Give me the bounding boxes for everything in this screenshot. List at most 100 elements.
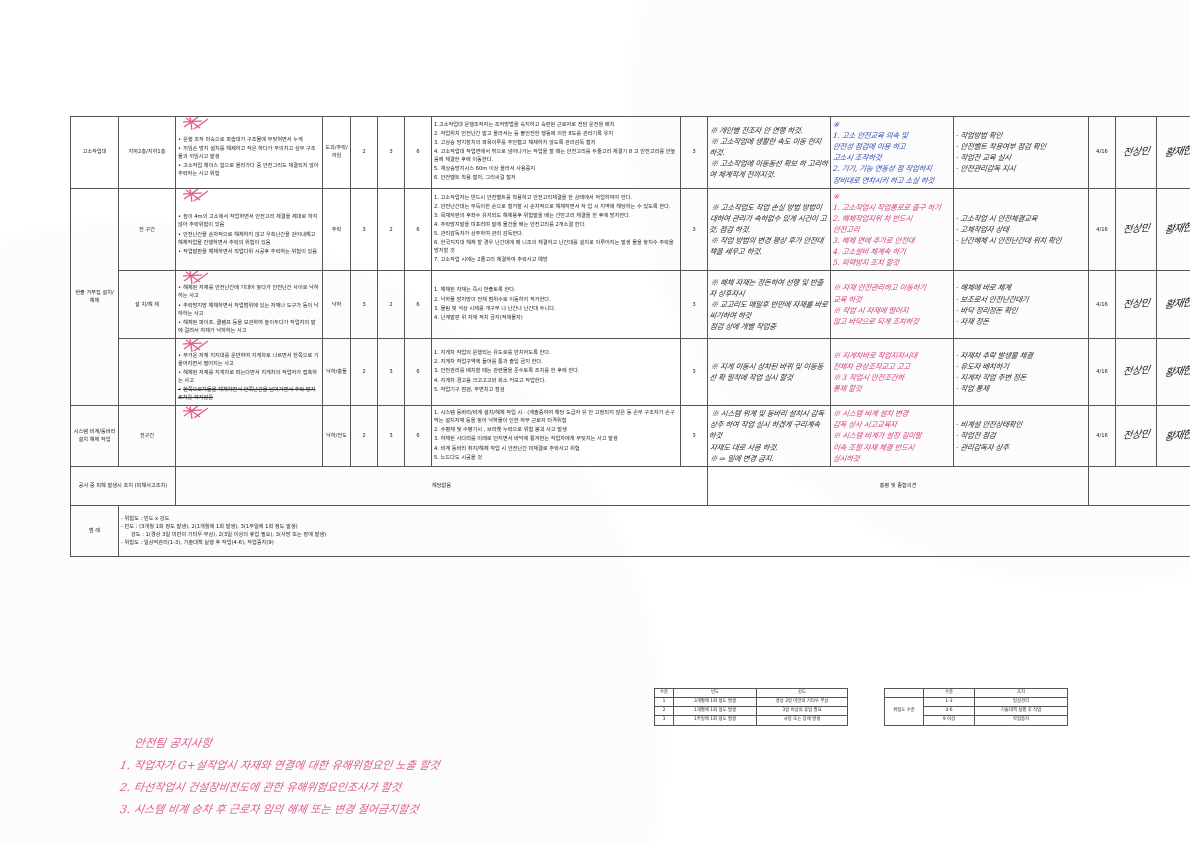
- cell-frequency: 3: [350, 270, 378, 339]
- signature-manager: 황재현: [1163, 144, 1190, 160]
- signature-worker: 전상민: [1122, 222, 1151, 236]
- cell-frequency: 3: [350, 187, 378, 272]
- measure-item: 7. 고소작업 시에는 2줄고리 체결하여 추락사고 예방: [434, 257, 548, 264]
- cell-handwriting-dark: · 해체에 바로 체계 · 보조로서 안전난간대기 · 바닥 정리정돈 확인 ·…: [953, 270, 1089, 339]
- bottom-handwritten-notes: 안전팀 공지사항 1. 작업자가 G+설작업시 자재와 연결에 대한 유해위험요…: [119, 736, 720, 826]
- handwriting-line: 않고 바닥으로 되게 조치하것: [832, 316, 920, 326]
- cell-intensity: 3: [377, 405, 405, 467]
- handwriting-line: 점검 상에 개별 작업중: [709, 322, 777, 332]
- measure-item: 2. 수평재 및 수평기시 , 브라켓 누락으로 위험 붕괴 사고 발생: [434, 427, 567, 434]
- handwriting-line: 4. 고소설비 체계속 하기: [832, 247, 907, 257]
- cell-handwriting-blue: ※ 1. 고소 안전교육 의속 및 안전성 점검에 이용 하고 고소시 조작하것…: [830, 116, 954, 189]
- cell-handwriting-pink: ※ 시스템 비계 설치 변경 감독 상사 시고교육자 ※ 시스템 비계가 설정 …: [830, 405, 954, 467]
- mini-cell: 1-3: [923, 697, 975, 708]
- mini-row: 1 3개월에 1회 정도 발생 경상 3일 미만의 기타우 부상: [654, 697, 848, 708]
- handwriting-line: · 작업전 교육 실시: [955, 153, 1012, 163]
- handwriting-line: 전체차 관상조작교고 고고: [832, 361, 911, 371]
- cell-handwriting-black: ※ 해체 자재는 정돈하여 선행 및 반출자 상후자시 ※ 교고리도 매일후 반…: [707, 270, 831, 339]
- cell-risk-after: 3: [680, 116, 708, 189]
- footer-notes: - 위험도 : 빈도 x 강도 - 빈도 : (3개월 1회 정도 발생), 2…: [118, 504, 1190, 557]
- cell-signature-worker: 전상민: [1115, 337, 1157, 407]
- pink-scribble-mark: [182, 405, 209, 420]
- handwriting-line: ※ ⇒ 일에 변경 금지.: [709, 453, 775, 463]
- handwriting-line: ※ 시스템 위계 및 동바리 설치시 감독 상주 하여 작업 실시 하겠게 구리…: [708, 409, 825, 441]
- footer-row-legend: 범 례 - 위험도 : 빈도 x 강도 - 빈도 : (3개월 1회 정도 발생…: [70, 504, 1190, 557]
- handwriting-line: ※ 해체 자재는 정돈하여 선행 및 반출자 상후자시: [708, 277, 824, 298]
- measure-item: 4. 난계발판 위 자재 적치 금지(적재물자): [434, 314, 523, 321]
- measure-item: 5. 관리감독자가 상주하여 관리 감독한다.: [434, 231, 524, 238]
- mini-row: 2 1개월에 1회 정도 발생 3일 이상의 휴업 필요: [654, 706, 848, 717]
- risk-corner-label: 위험도 수준: [884, 697, 924, 726]
- cell-risk: 6: [404, 270, 432, 339]
- handwriting-line: · 유도자 배치하기: [955, 361, 1010, 371]
- cell-risk-after: 3: [680, 337, 708, 407]
- handwriting-line: · 작업 통제: [955, 384, 990, 394]
- mini-cell: 사망 또는 장애 발생: [756, 715, 848, 726]
- cell-measures: 1. 시스템 동바리/비계 설치/해체 작업 시 · (계솔중하여 해당 도급자…: [431, 405, 681, 467]
- hazard-item: 해체된 파이프, 클램프 등을 보관하여 높이두다가 작업자의 발에 걸려서 자…: [178, 319, 320, 335]
- pink-scribble-mark: [182, 187, 209, 202]
- handwriting-line: 1. 고소 안전교육 의속 및: [832, 131, 909, 141]
- cell-handwriting-dark: · 자재차 추락 발생물 체결 · 유도자 배치하기 · 지게차 작업 주변 정…: [953, 337, 1089, 407]
- handwriting-line: 고소시 조작하것: [832, 153, 882, 163]
- cell-handwriting-dark: · 고소작업 시 안전체결교육 · 고체작업자 상태 · 난간해체 시 안전난간…: [953, 187, 1089, 272]
- cell-signature-worker: 전상민: [1115, 187, 1157, 272]
- cell-hazard-type: 낙하: [322, 270, 351, 339]
- signature-worker: 전상민: [1122, 297, 1151, 311]
- cell-handwriting-pink: ※ 1. 고소작업시 작업통로로 출구 하기 2. 해체작업지위 차 반드시 안…: [830, 187, 954, 272]
- handwriting-line: · 작업방법 확인: [955, 131, 1003, 141]
- handwriting-line: 2. 기기, 기능 연동성 점 작업하지: [832, 164, 933, 174]
- handwriting-line: 장비대로 연차시키 하고 소실 하것: [832, 175, 935, 185]
- handwriting-line: 5. 외력방지 조치 할것: [832, 258, 900, 268]
- hazard-item-struck: 한쪽으로자들을 해체하면서 안쪽난간을 넘어가면서 추락 방지 조치를 하지않음: [178, 386, 320, 402]
- legend-line: - 위험도 : 일상적관리(1-3), 기술대책 실행 후 작업(4-6), 작…: [121, 539, 274, 546]
- mini-header-intensity: 강도: [756, 687, 848, 699]
- footer-row-action: 공사 중 피해 발생시 조치 (피해사고조치) 해당없음 총평 및 종합의견: [70, 465, 1190, 506]
- mini-cell: 1개월에 1회 정도 발생: [673, 706, 757, 717]
- measure-item: 3. 하체된 사다리를 이래로 던지면서 바닥에 튕겨먼는 작업자에게 부딪치는…: [434, 436, 618, 443]
- cell-handwriting-pink: ※ 지게차바로 작업지자시대 전체차 관상조작교고 고고 ※ 3 작업시 안전조…: [830, 337, 954, 407]
- mini-header-level: 수준: [654, 687, 674, 699]
- measure-item: 4. 추락방지말을 미포러며 밑에 물건을 배는 안전고리를 2개소결 한다.: [434, 221, 586, 228]
- footer-risk-label: 총평 및 종합의견: [707, 465, 1089, 506]
- handwriting-line: 자재도 대로 사용 하것.: [709, 442, 779, 452]
- handwriting-line: 통제 할것: [832, 384, 863, 394]
- handwriting-line: ※ 개인별 전조자 안 연행 하것.: [709, 125, 804, 135]
- cell-measures: 1. 해체된 자재는 즉시 반출토록 한다. 2. 낙하물 방지망이 전체 범위…: [431, 270, 681, 339]
- handwriting-line: · 관리감독자 상주: [955, 442, 1010, 452]
- cell-hazard-type: 낙하/전도: [322, 405, 351, 467]
- measure-item: 4. 비계 동바리 취지/해체 작업 시 안전난간 미체결로 추락사고 위험: [434, 445, 580, 452]
- mini-cell: 경상 3일 미만의 기타우 부상: [756, 697, 848, 708]
- cell-measures: 1. 지게차 작업의 운행되는 유도로를 반치하도록 한다. 2. 지게차 작업…: [431, 337, 681, 407]
- measure-item: 5. 재상승방지시스 60m 이상 올라서 사용중지: [434, 166, 536, 173]
- measure-item: 4. 지게차 경고음 크고고고와 회소 커보고 작업한다.: [434, 377, 546, 384]
- handwriting-line: 교육 하것: [832, 294, 863, 304]
- handwriting-line: ※ 지게차바로 작업지자시대: [832, 350, 918, 360]
- cell-date: 4/16: [1088, 405, 1116, 467]
- measure-item: 3. 물림 및 석상 시재를 개구부 나 난간나 난간대 두니다.: [434, 305, 556, 312]
- cell-handwriting-dark: · 비계설 안전상태확인 · 작업전 점검 · 관리감독자 상주: [953, 405, 1089, 467]
- cell-signature-worker: 전상민: [1115, 270, 1157, 339]
- mini-cell: 1: [654, 697, 674, 708]
- handwriting-line: · 안전벨트 착용여부 점검 확인: [955, 142, 1047, 152]
- cell-location: [118, 337, 176, 407]
- handwriting-line: · 작업전 점검: [955, 431, 997, 441]
- handwriting-line: · 자재 정돈: [955, 316, 990, 326]
- cell-handwriting-black: ※ 개인별 전조자 안 연행 하것. ※ 고소작업에 생활한 속도 이동 헌지 …: [707, 116, 831, 189]
- measure-item: 6. 한국지지대 해체 할 경우 난간대에 매 니조의 체결하고 난간대를 설치…: [434, 240, 674, 255]
- signature-manager: 황재현: [1163, 364, 1190, 380]
- cell-hazard-type: 도괴/추락/끼임: [322, 116, 351, 189]
- cell-risk: 6: [404, 187, 432, 272]
- measure-item: 1. 고소작업자는 반드시 안전벨트를 착용하고 안전고리체결을 한 상태에서 …: [434, 194, 633, 201]
- mini-cell: 9 이상: [923, 715, 975, 726]
- risk-assessment-table: 고소작업대 지하2층/지하1층 운행 조작 미숙으로 파숩대가 구조물에 부딪혀…: [70, 115, 1190, 557]
- cell-hazards: [175, 405, 323, 467]
- hazard-item: 무거운 자재 지지대를 운반하여 지게차로 나르면서 한쪽으로 기울어지면서 떨…: [178, 352, 320, 368]
- cell-signature-manager: 황재현: [1156, 337, 1190, 407]
- cell-risk-after: 3: [680, 405, 708, 467]
- mini-cell: 3일 이상의 휴업 필요: [756, 706, 848, 717]
- footer-label-left: 공사 중 피해 발생시 조치 (피해사고조치): [70, 465, 176, 506]
- table-row: 시스템 비계/동바리 설치 해체 작업 전구간 낙하/전도 2 3 6 1. 시…: [70, 405, 1190, 467]
- cell-hazards: 무거운 자재 지지대를 운반하여 지게차로 나르면서 한쪽으로 기울어지면서 떨…: [175, 337, 323, 407]
- risk-corner-blank: [884, 687, 924, 699]
